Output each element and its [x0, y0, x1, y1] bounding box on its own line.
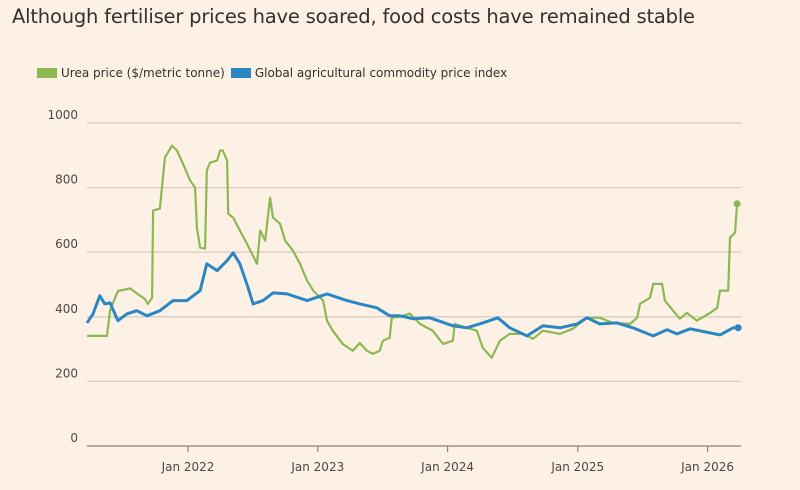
y-tick-label: 200 [55, 366, 78, 380]
commodity-index-line [85, 251, 739, 338]
urea-price-line [87, 144, 739, 359]
chart-title: Although fertiliser prices have soared, … [12, 5, 695, 28]
x-tick-label: Jan 2024 [420, 460, 474, 474]
legend: Urea price ($/metric tonne) Global agric… [37, 66, 513, 80]
x-tick-label: Jan 2022 [161, 460, 215, 474]
y-tick-label: 400 [55, 302, 78, 316]
legend-label-commodity-index: Global agricultural commodity price inde… [254, 66, 508, 80]
x-tick-label: Jan 2026 [680, 460, 734, 474]
legend-swatch-urea [37, 68, 57, 78]
x-tick-label: Jan 2025 [550, 460, 604, 474]
commodity-index-end-marker [734, 324, 742, 332]
legend-swatch-commodity-index [230, 68, 251, 78]
y-tick-label: 1000 [47, 108, 78, 122]
x-tick-label: Jan 2023 [290, 460, 344, 474]
legend-label-urea: Urea price ($/metric tonne) [61, 66, 225, 80]
y-tick-label: 0 [70, 431, 78, 445]
legend-item-commodity-index: Global agricultural commodity price inde… [230, 66, 508, 80]
urea-price-end-marker [733, 200, 741, 208]
legend-item-urea: Urea price ($/metric tonne) [37, 66, 225, 80]
y-tick-label: 800 [55, 173, 78, 187]
y-tick-label: 600 [55, 237, 78, 251]
